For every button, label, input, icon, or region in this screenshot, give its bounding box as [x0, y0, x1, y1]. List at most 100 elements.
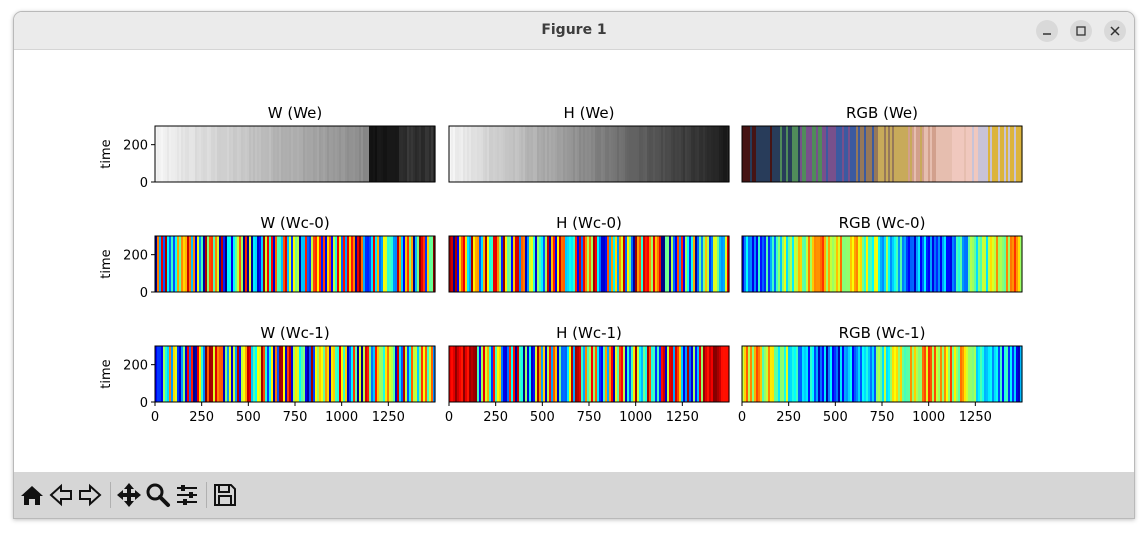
heatmap-cell: [429, 236, 432, 292]
subplot-1: W (We) 0 200 time: [99, 104, 436, 191]
heatmap-cell: [459, 346, 462, 402]
heatmap-cell: [653, 126, 656, 182]
zoom-button[interactable]: [144, 481, 172, 509]
heatmap-cell: [297, 236, 300, 292]
heatmap-cell: [930, 346, 933, 402]
heatmap-cell: [583, 126, 586, 182]
heatmap-cell: [559, 346, 562, 402]
save-button[interactable]: [211, 481, 239, 509]
heatmap-cell: [177, 236, 180, 292]
heatmap-cell: [187, 346, 190, 402]
heatmap-cell: [695, 236, 698, 292]
heatmap-cell: [631, 236, 634, 292]
heatmap-cell: [928, 236, 931, 292]
pan-button[interactable]: [115, 481, 143, 509]
heatmap-cell: [325, 236, 328, 292]
x-tick-label: 250: [776, 410, 801, 425]
heatmap-cell: [347, 346, 350, 402]
configure-button[interactable]: [173, 481, 201, 509]
heatmap-cell: [924, 346, 927, 402]
heatmap-cell: [467, 236, 470, 292]
heatmap-cell: [966, 346, 969, 402]
subplot-7: W (Wc-1) 0 200 time 0 250 500 750 1000 1250: [99, 324, 436, 425]
minimize-button[interactable]: [1036, 20, 1058, 42]
heatmap-cell: [481, 236, 484, 292]
heatmap-cell: [201, 236, 204, 292]
heatmap-cell: [727, 236, 730, 292]
heatmap-cell: [173, 126, 176, 182]
heatmap-cell: [193, 346, 196, 402]
heatmap-cell: [758, 126, 761, 182]
heatmap-cell: [713, 236, 716, 292]
heatmap-cell: [822, 126, 825, 182]
heatmap-cell: [233, 126, 236, 182]
x-tick-label: 500: [530, 410, 555, 425]
heatmap-cell: [379, 236, 382, 292]
heatmap-cell: [685, 236, 688, 292]
heatmap-cell: [850, 346, 853, 402]
heatmap-cell: [601, 126, 604, 182]
heatmap-cell: [457, 236, 460, 292]
heatmap-cell: [401, 126, 404, 182]
heatmap-cell: [467, 126, 470, 182]
heatmap-cell: [772, 346, 775, 402]
heatmap-cell: [159, 126, 162, 182]
heatmap-cell: [369, 236, 372, 292]
heatmap-cell: [810, 236, 813, 292]
heatmap-cell: [938, 126, 941, 182]
heatmap-cell: [892, 236, 895, 292]
close-button[interactable]: [1104, 20, 1126, 42]
heatmap-cell: [247, 126, 250, 182]
heatmap-cell: [661, 236, 664, 292]
heatmap-cell: [822, 236, 825, 292]
heatmap-cell: [880, 346, 883, 402]
heatmap-cell: [968, 346, 971, 402]
heatmap-cell: [814, 126, 817, 182]
figure-canvas[interactable]: W (We) 0 200 time H (We) RGB (We) W (Wc-0) 0 200…: [14, 50, 1134, 472]
heatmap-cell: [569, 236, 572, 292]
heatmap-cell: [165, 126, 168, 182]
heatmap-cell: [551, 236, 554, 292]
heatmap-cell: [169, 346, 172, 402]
heatmap-cell: [513, 236, 516, 292]
heatmap-cell: [395, 126, 398, 182]
heatmap-cell: [425, 126, 428, 182]
heatmap-cell: [469, 236, 472, 292]
home-button[interactable]: [18, 481, 46, 509]
heatmap-cell: [211, 346, 214, 402]
back-button[interactable]: [47, 481, 75, 509]
heatmap-cell: [721, 346, 724, 402]
heatmap-cell: [838, 126, 841, 182]
heatmap-cell: [1008, 346, 1011, 402]
heatmap-cell: [503, 236, 506, 292]
heatmap-cell: [776, 126, 779, 182]
heatmap-cell: [705, 126, 708, 182]
heatmap-cell: [345, 126, 348, 182]
heatmap-cell: [862, 126, 865, 182]
heatmap-cell: [842, 126, 845, 182]
forward-button[interactable]: [76, 481, 104, 509]
heatmap-cell: [617, 236, 620, 292]
heatmap-cell: [1004, 126, 1007, 182]
maximize-button[interactable]: [1070, 20, 1092, 42]
heatmap-cell: [976, 236, 979, 292]
heatmap-cell: [802, 346, 805, 402]
heatmap-cell: [661, 126, 664, 182]
heatmap-cell: [693, 236, 696, 292]
heatmap-cell: [499, 236, 502, 292]
heatmap-cell: [860, 236, 863, 292]
heatmap-cell: [982, 346, 985, 402]
heatmap-cell: [677, 126, 680, 182]
heatmap-cell: [565, 126, 568, 182]
x-tick-label: 1250: [666, 410, 699, 425]
heatmap-cell: [571, 346, 574, 402]
y-axis-label: time: [99, 139, 114, 168]
heatmap-cell: [958, 346, 961, 402]
heatmap-cell: [587, 346, 590, 402]
heatmap-cell: [832, 126, 835, 182]
heatmap-cell: [453, 346, 456, 402]
heatmap-cell: [543, 236, 546, 292]
heatmap-cell: [571, 236, 574, 292]
heatmap-cell: [261, 126, 264, 182]
heatmap-cell: [215, 126, 218, 182]
